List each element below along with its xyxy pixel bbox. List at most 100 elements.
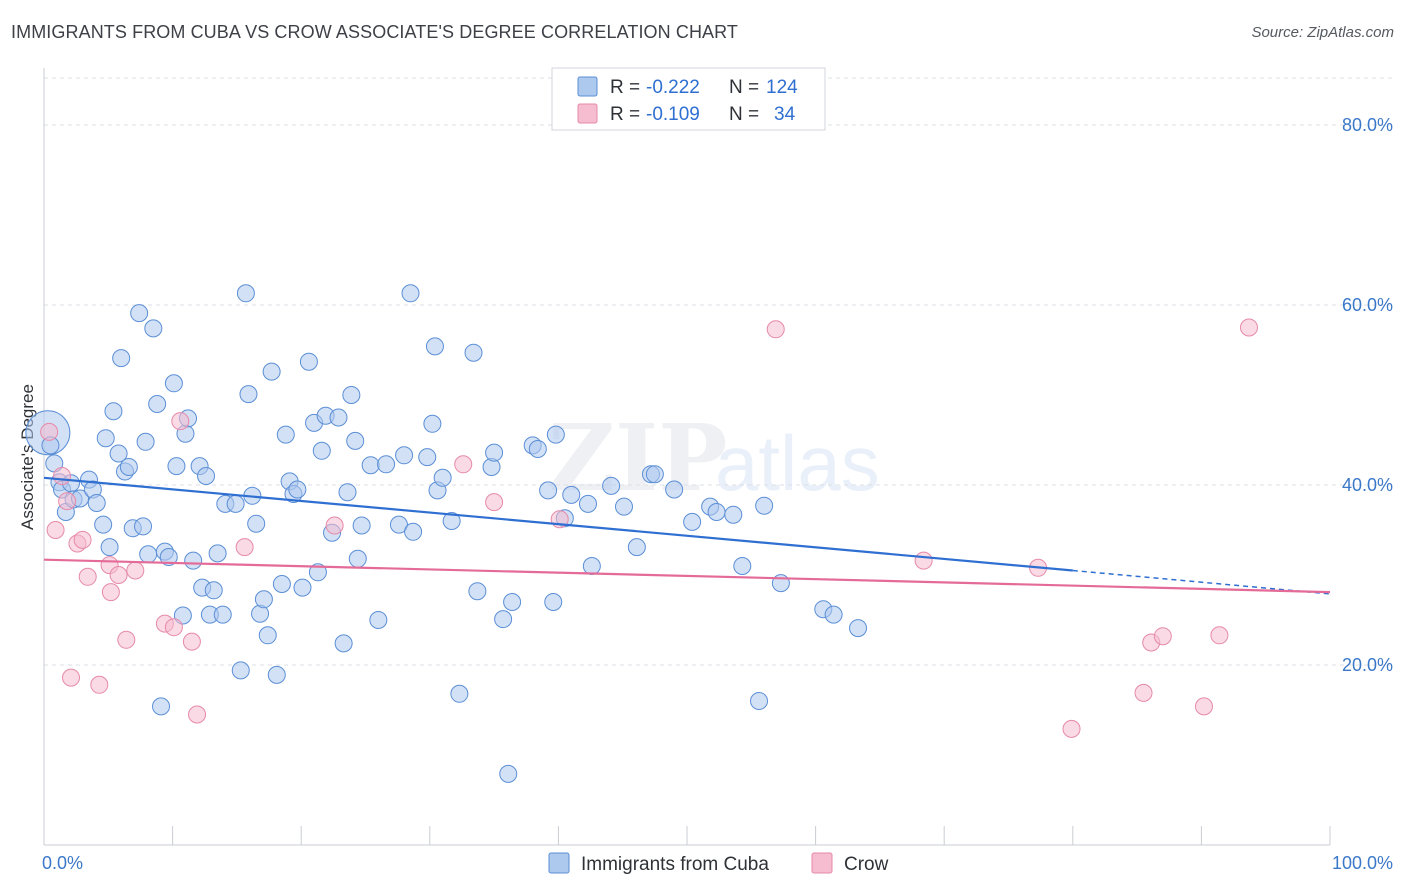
point-cuba: [148, 395, 167, 413]
point-cuba: [578, 494, 597, 513]
point-cuba: [614, 497, 633, 516]
point-crow: [53, 467, 72, 485]
point-cuba: [197, 467, 216, 485]
legend-swatch-blue: [577, 76, 598, 97]
legend-swatch-pink: [577, 103, 598, 124]
bottom-legend-label-crow: Crow: [844, 854, 889, 875]
point-cuba: [485, 443, 504, 462]
point-crow: [73, 530, 92, 549]
legend-box: R = -0.222 N = 124 R = -0.109 N = 34: [551, 67, 826, 131]
bottom-legend: Immigrants from Cuba Crow: [548, 852, 889, 875]
point-crow: [90, 675, 109, 694]
point-cuba: [87, 494, 106, 512]
point-cuba: [389, 515, 408, 534]
bottom-legend-swatch-pink: [811, 852, 833, 874]
point-cuba: [683, 512, 702, 531]
point-cuba: [94, 515, 113, 534]
legend-r-label: R =: [610, 104, 640, 125]
chart-title: IMMIGRANTS FROM CUBA VS CROW ASSOCIATE'S…: [11, 22, 739, 42]
point-cuba: [136, 432, 155, 451]
point-cuba: [152, 697, 171, 716]
point-cuba: [144, 319, 163, 338]
trend-lines: [43, 476, 1331, 595]
bottom-legend-swatch-blue: [548, 852, 570, 874]
point-crow: [171, 412, 190, 431]
point-cuba: [468, 582, 487, 601]
watermark-atlas: atlas: [715, 419, 880, 507]
legend-n-value: 34: [774, 104, 796, 125]
point-cuba: [442, 512, 461, 530]
point-cuba: [267, 665, 286, 684]
point-cuba: [645, 465, 664, 484]
watermark: ZIP atlas: [548, 404, 880, 512]
point-cuba: [130, 304, 149, 323]
point-cuba: [208, 544, 227, 563]
point-cuba: [236, 284, 255, 303]
point-crow: [46, 521, 65, 539]
point-crow: [182, 632, 201, 651]
point-crow: [117, 630, 136, 649]
point-cuba: [342, 386, 361, 404]
point-cuba: [733, 557, 752, 575]
point-crow: [101, 583, 120, 602]
point-cuba: [503, 593, 522, 611]
point-cuba: [231, 661, 250, 680]
legend-n-value: 124: [766, 77, 798, 98]
point-cuba: [226, 494, 245, 513]
point-cuba: [352, 516, 371, 535]
legend-n-label: N =: [729, 77, 759, 98]
point-cuba: [213, 605, 232, 624]
point-cuba: [338, 483, 357, 502]
point-cuba: [849, 619, 868, 638]
point-cuba: [464, 343, 483, 362]
point-cuba: [546, 425, 565, 444]
point-cuba: [139, 545, 158, 564]
point-cuba: [312, 441, 331, 460]
point-crow: [126, 561, 145, 580]
y-tick-label: 20.0%: [1342, 655, 1393, 675]
series-immigrants-from-cuba: [25, 284, 868, 783]
point-cuba: [104, 402, 123, 421]
point-cuba: [112, 349, 131, 368]
point-crow: [325, 516, 344, 535]
source-label: Source: ZipAtlas.com: [1251, 24, 1394, 41]
point-cuba: [582, 557, 601, 575]
point-cuba: [450, 684, 469, 703]
point-cuba: [824, 605, 843, 624]
point-crow: [1062, 719, 1081, 738]
point-cuba: [562, 485, 581, 504]
x-tick-label-max: 100.0%: [1332, 853, 1393, 873]
y-tick-label: 60.0%: [1342, 295, 1393, 315]
point-crow: [766, 320, 785, 339]
bottom-legend-label-cuba: Immigrants from Cuba: [581, 854, 769, 875]
legend-n-label: N =: [729, 104, 759, 125]
point-cuba: [204, 581, 223, 600]
point-cuba: [499, 764, 518, 783]
point-cuba: [494, 610, 513, 629]
y-tick-label: 80.0%: [1342, 115, 1393, 135]
x-axis-ticks: [43, 826, 1331, 845]
point-crow: [1134, 683, 1153, 702]
point-cuba: [348, 549, 367, 568]
point-cuba: [418, 448, 437, 467]
point-cuba: [377, 455, 396, 474]
point-cuba: [528, 440, 547, 458]
point-crow: [164, 618, 183, 637]
trend-line-crow: [43, 558, 1331, 594]
point-cuba: [334, 634, 353, 653]
point-cuba: [724, 505, 743, 524]
point-cuba: [262, 362, 281, 381]
point-crow: [62, 668, 81, 687]
point-crow: [1210, 626, 1229, 645]
point-cuba: [119, 458, 138, 476]
point-cuba: [276, 425, 295, 444]
point-crow: [1194, 697, 1213, 716]
point-cuba: [329, 408, 348, 427]
point-cuba: [134, 517, 153, 536]
y-axis-label: Associate's Degree: [18, 384, 37, 530]
point-cuba: [247, 514, 266, 533]
point-crow: [1153, 627, 1172, 646]
point-cuba: [100, 538, 119, 557]
point-crow: [235, 538, 254, 557]
